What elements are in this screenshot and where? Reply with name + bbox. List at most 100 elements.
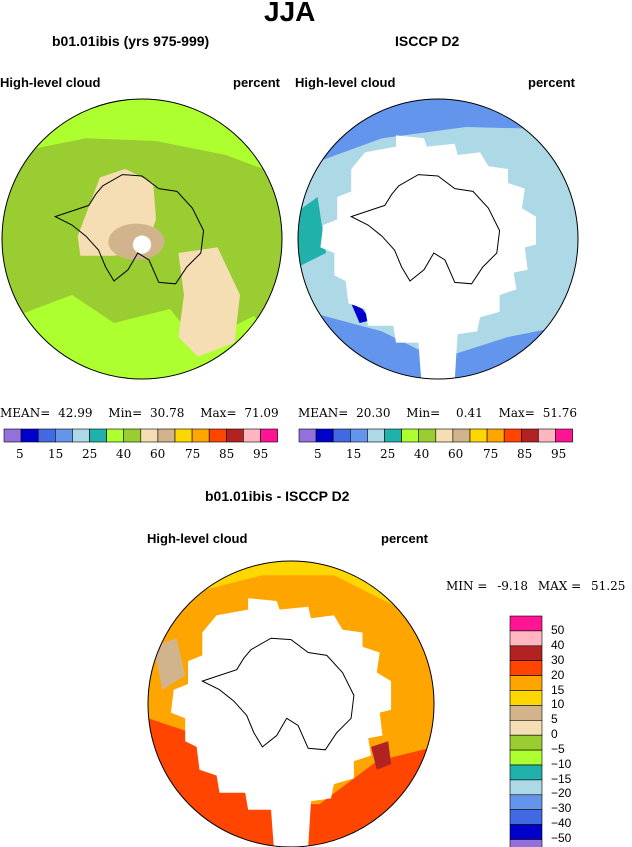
vcb-label: −5 (551, 742, 565, 756)
colorbar-swatch (509, 794, 543, 810)
coastline (200, 637, 355, 751)
colorbar-swatch (435, 428, 454, 443)
colorbar-swatch (509, 764, 543, 781)
colorbar-swatch (72, 428, 90, 443)
diff-red-region (148, 718, 434, 847)
obs-max-label: Max= (498, 406, 535, 420)
cb-label: 60 (448, 447, 464, 461)
cb-label: 95 (253, 447, 269, 461)
colorbar-swatch (509, 779, 543, 796)
cb-label: 5 (16, 447, 24, 461)
vcb-label: −40 (551, 816, 572, 830)
diff-map-fill (148, 561, 434, 847)
cb-label: 15 (346, 447, 362, 461)
diff-panel-title: b01.01ibis - ISCCP D2 (205, 488, 350, 504)
colorbar-swatch (509, 630, 543, 647)
model-mean-label: MEAN= (0, 406, 51, 420)
colorbar-swatch (486, 428, 505, 443)
colorbar-swatch (315, 428, 334, 443)
colorbar-swatch (509, 839, 543, 847)
vcb-label: 15 (551, 683, 565, 697)
colorbar-swatch (106, 428, 124, 443)
colorbar-swatch (123, 428, 142, 443)
colorbar-swatch (509, 809, 543, 825)
colorbar-swatch (509, 690, 543, 706)
colorbar-swatch (174, 428, 193, 443)
model-wheat-region-2 (178, 247, 240, 357)
vcb-label: 10 (551, 697, 565, 711)
colorbar-swatch (349, 428, 368, 443)
diff-tan-region (153, 638, 186, 690)
colorbar-swatch (54, 428, 73, 443)
colorbar-swatch (509, 675, 543, 691)
diff-map (147, 560, 435, 847)
colorbar-swatch (260, 428, 278, 443)
colorbar-swatch (418, 428, 437, 443)
colorbar-swatch (503, 428, 522, 443)
vcb-label: −30 (551, 801, 572, 815)
diff-min-label: MIN = (446, 579, 488, 593)
cb-label: 25 (82, 447, 98, 461)
obs-min-value: 0.41 (456, 406, 483, 420)
cb-label: 60 (150, 447, 166, 461)
vcb-label: 30 (551, 653, 565, 667)
colorbar-swatch (208, 428, 227, 443)
colorbar-swatch (520, 428, 539, 443)
diff-units-label: percent (381, 531, 428, 546)
obs-min-label: Min= (406, 406, 441, 420)
model-pole-hole (132, 235, 152, 254)
cb-label: 25 (380, 447, 396, 461)
vcb-label: 20 (551, 668, 565, 682)
cb-label: 85 (517, 447, 533, 461)
colorbar-swatch (509, 719, 543, 736)
colorbar-swatch (509, 734, 543, 751)
map-boundary (147, 560, 435, 847)
map-boundary (297, 98, 579, 380)
colorbar-swatch (469, 428, 488, 443)
colorbar-swatch (401, 428, 420, 443)
vcb-label: 5 (551, 712, 558, 726)
model-max-label: Max= (200, 406, 237, 420)
colorbar-swatch (509, 660, 543, 676)
diff-variable-label: High-level cloud (147, 531, 248, 546)
cb-label: 75 (185, 447, 201, 461)
colorbar-swatch (509, 749, 543, 766)
season-title: JJA (264, 0, 316, 27)
colorbar-swatch (452, 428, 471, 443)
cb-label: 40 (414, 447, 430, 461)
vcb-label: −50 (551, 831, 572, 845)
colorbar-swatch (538, 428, 556, 443)
obs-units-label: percent (528, 75, 575, 90)
model-light-region (2, 295, 282, 379)
obs-panel-title: ISCCP D2 (395, 33, 460, 49)
diff-missing-data (170, 598, 392, 847)
vcb-label: 0 (551, 727, 558, 741)
obs-variable-label: High-level cloud (295, 75, 396, 90)
colorbar-swatch (226, 428, 244, 443)
obs-map (297, 98, 579, 380)
obs-map-fill (298, 99, 578, 379)
colorbar-swatch (555, 428, 573, 443)
cb-label: 75 (483, 447, 499, 461)
model-colorbar (3, 428, 278, 443)
diff-min-value: -9.18 (497, 579, 529, 593)
diff-stats: MIN = -9.18 MAX = 51.25 (446, 579, 625, 593)
obs-colorbar (298, 428, 573, 443)
colorbar-swatch (509, 615, 543, 632)
cb-label: 85 (219, 447, 235, 461)
colorbar-swatch (3, 428, 22, 443)
diff-max-label: MAX = (537, 579, 582, 593)
diff-colorbar (509, 615, 543, 847)
model-max-value: 71.09 (244, 406, 279, 420)
vcb-label: 50 (551, 623, 565, 637)
cb-label: 5 (314, 447, 322, 461)
colorbar-swatch (89, 428, 107, 443)
model-variable-label: High-level cloud (0, 75, 101, 90)
coastline (349, 174, 501, 285)
colorbar-swatch (384, 428, 402, 443)
model-min-value: 30.78 (150, 406, 185, 420)
vcb-label: −20 (551, 786, 572, 800)
model-mean-value: 42.99 (58, 406, 93, 420)
colorbar-swatch (509, 645, 543, 661)
